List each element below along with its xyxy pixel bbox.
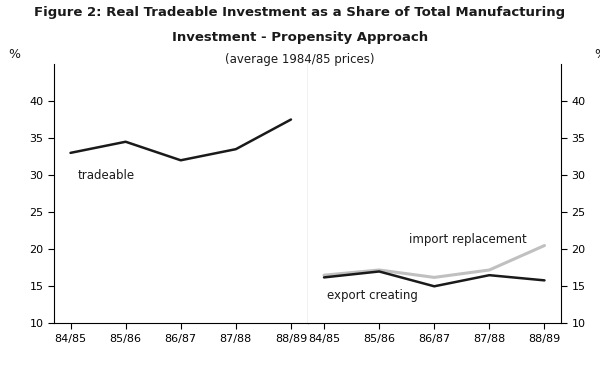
Text: Investment - Propensity Approach: Investment - Propensity Approach <box>172 31 428 44</box>
Text: %: % <box>8 49 20 61</box>
Text: tradeable: tradeable <box>77 169 134 182</box>
Text: Figure 2: Real Tradeable Investment as a Share of Total Manufacturing: Figure 2: Real Tradeable Investment as a… <box>34 6 566 19</box>
Text: export creating: export creating <box>327 289 418 302</box>
Text: import replacement: import replacement <box>409 233 527 246</box>
Text: %: % <box>594 49 600 61</box>
Text: (average 1984/85 prices): (average 1984/85 prices) <box>225 53 375 67</box>
